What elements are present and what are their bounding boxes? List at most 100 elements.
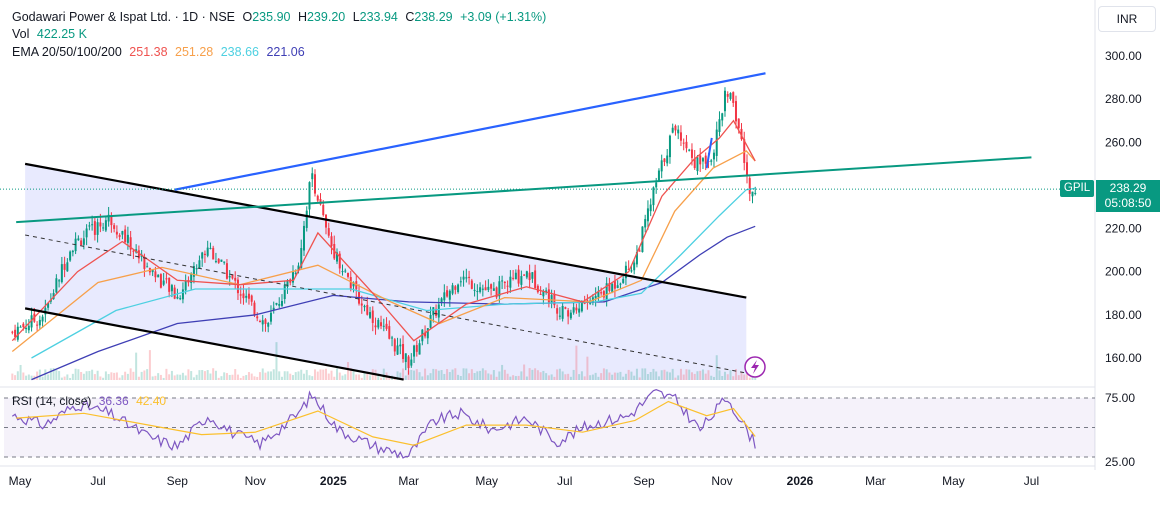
volume-bar — [440, 370, 443, 380]
volume-bar — [712, 376, 715, 380]
channel-upper-line[interactable] — [24, 162, 747, 299]
volume-bar — [413, 370, 416, 380]
candle — [572, 307, 575, 313]
volume-bar — [327, 373, 330, 380]
candle — [556, 308, 559, 314]
volume-bar — [30, 375, 33, 380]
currency-selector[interactable]: INR — [1098, 6, 1156, 32]
volume-bar — [60, 377, 63, 380]
rsi-line[interactable] — [11, 389, 756, 459]
candle — [721, 113, 724, 121]
candle — [663, 158, 666, 163]
volume-bar — [437, 370, 440, 380]
channel-lower-line[interactable] — [24, 307, 404, 381]
volume-bar — [80, 371, 83, 380]
candle — [316, 195, 319, 201]
candle — [462, 276, 465, 280]
ema100-line[interactable] — [31, 187, 756, 359]
low-value: 233.94 — [359, 10, 398, 24]
volume-bar — [250, 373, 253, 380]
candle — [718, 119, 721, 133]
green-trend-line[interactable] — [16, 156, 1032, 224]
volume-bar — [608, 372, 611, 380]
volume-bar — [553, 376, 556, 380]
volume-legend[interactable]: Vol 422.25 K — [12, 26, 91, 42]
volume-bar — [424, 368, 427, 380]
channel-mid-line[interactable] — [25, 234, 747, 374]
volume-bar — [429, 373, 432, 380]
candle — [283, 284, 286, 300]
volume-bar — [313, 369, 316, 380]
ema50-line[interactable] — [11, 150, 756, 353]
vol-label: Vol — [12, 27, 30, 41]
volume-bar — [275, 342, 278, 380]
ema200-line[interactable] — [31, 225, 756, 381]
ema20-line[interactable] — [11, 119, 756, 342]
candle — [63, 263, 66, 270]
candle — [754, 192, 757, 194]
volume-bar — [534, 368, 537, 380]
volume-bar — [644, 368, 647, 380]
rsi-ma-line[interactable] — [16, 400, 756, 446]
candle — [536, 285, 539, 293]
volume-bar — [49, 368, 52, 380]
volume-bar — [217, 377, 220, 380]
volume-bar — [688, 369, 691, 380]
candle — [236, 279, 239, 294]
candle — [457, 284, 460, 293]
volume-bar — [209, 373, 212, 380]
volume-bar — [503, 369, 506, 380]
volume-bar — [699, 370, 702, 380]
volume-bar — [616, 372, 619, 380]
volume-bar — [71, 373, 74, 380]
volume-bar — [280, 376, 283, 380]
candle — [393, 339, 396, 352]
ema-legend[interactable]: EMA 20/50/100/200 251.38 251.28 238.66 2… — [12, 44, 309, 60]
rising-trend-line[interactable] — [174, 72, 766, 191]
change-value: +3.09 (+1.31%) — [460, 10, 547, 24]
candle — [402, 344, 405, 360]
volume-bar — [462, 368, 465, 380]
candle — [96, 222, 99, 235]
candle — [313, 174, 316, 194]
volume-bar — [85, 371, 88, 380]
candle — [679, 132, 682, 141]
volume-bar — [388, 377, 391, 380]
volume-bar — [264, 372, 267, 380]
volume-bar — [294, 372, 297, 380]
volume-bar — [677, 375, 680, 380]
candle — [517, 269, 520, 284]
candle — [286, 280, 289, 287]
volume-bar — [162, 377, 165, 380]
candle — [300, 248, 303, 268]
candle — [352, 282, 355, 287]
volume-bar — [646, 374, 649, 380]
volume-bar — [693, 373, 696, 380]
volume-bar — [415, 369, 418, 380]
volume-bar — [110, 372, 113, 380]
candle — [616, 285, 619, 288]
volume-bar — [347, 362, 350, 380]
volume-bar — [104, 371, 107, 380]
candle — [528, 272, 531, 281]
x-tick-label: 2025 — [320, 474, 347, 488]
symbol-title[interactable]: Godawari Power & Ispat Ltd. · 1D · NSE — [12, 10, 236, 24]
candle — [190, 274, 193, 284]
ema20-value: 251.38 — [129, 45, 168, 59]
high-value: 239.20 — [306, 10, 346, 24]
candle — [635, 251, 638, 265]
candle — [126, 234, 129, 243]
volume-bar — [723, 371, 726, 380]
candle — [668, 135, 671, 158]
volume-bar — [247, 372, 250, 380]
candle — [539, 293, 542, 295]
candle — [58, 280, 61, 282]
volume-bar — [27, 374, 30, 380]
volume-bar — [404, 375, 407, 380]
rsi-legend[interactable]: RSI (14, close) 36.36 42.40 — [12, 393, 170, 409]
x-tick-label: Jul — [90, 474, 105, 488]
volume-bar — [668, 372, 671, 380]
candle — [217, 258, 220, 263]
short-trend-line[interactable] — [705, 137, 713, 169]
